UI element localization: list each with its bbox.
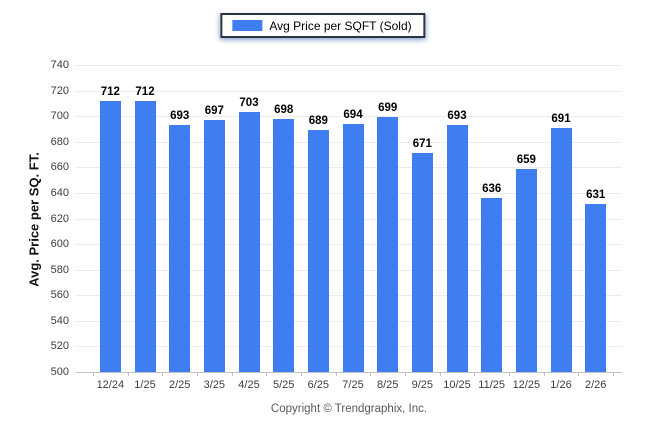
bar[interactable]: [99, 100, 121, 372]
y-tick-label: 560: [50, 289, 69, 302]
y-tick-label: 680: [50, 135, 69, 148]
x-tick-label: 6/25: [307, 379, 330, 391]
x-axis-tick: [127, 372, 129, 376]
bar-value-label: 712: [135, 85, 155, 98]
x-axis-tick: [474, 372, 476, 376]
x-axis-tick: [578, 372, 580, 376]
y-tick-label: 520: [50, 340, 69, 353]
x-tick-label: 5/25: [272, 379, 295, 391]
bar[interactable]: [169, 125, 191, 372]
bar[interactable]: [550, 127, 572, 372]
bar-value-label: 693: [447, 110, 467, 123]
x-tick-label: 4/25: [238, 379, 260, 391]
y-tick-label: 640: [50, 186, 69, 199]
x-axis-tick: [509, 372, 510, 376]
bar[interactable]: [585, 204, 607, 372]
x-axis-tick: [162, 372, 164, 376]
gridline: [76, 90, 622, 92]
y-tick-label: 580: [50, 263, 69, 276]
bar[interactable]: [446, 125, 468, 372]
x-axis-tick: [370, 372, 372, 376]
x-axis-tick: [613, 372, 614, 376]
y-tick-label: 500: [50, 366, 69, 378]
x-tick-label: 12/25: [512, 379, 541, 391]
x-tick-label: 10/25: [443, 379, 471, 391]
x-axis-tick: [266, 372, 268, 376]
bar[interactable]: [377, 117, 399, 372]
x-tick-label: 9/25: [411, 379, 434, 391]
bar-value-label: 698: [274, 103, 294, 116]
x-tick-label: 12/24: [96, 379, 125, 391]
x-tick-label: 1/25: [134, 379, 156, 391]
plot-area: 500 520 540 560 580 600 620 640 660 680 700 720 740 7…: [51, 59, 622, 391]
bar[interactable]: [515, 168, 537, 372]
bar-value-label: 689: [308, 115, 328, 128]
x-tick-label: 2/26: [584, 379, 607, 391]
bar[interactable]: [307, 130, 329, 372]
x-tick-label: 2/25: [168, 379, 191, 391]
bar-value-label: 697: [204, 105, 224, 118]
bar[interactable]: [342, 123, 364, 372]
x-axis-tick: [301, 372, 302, 376]
y-axis-title: Avg. Price per SQ. FT.: [26, 152, 42, 287]
x-axis-tick: [335, 372, 337, 376]
bar[interactable]: [273, 118, 295, 372]
x-tick-label: 11/25: [478, 379, 506, 391]
bar-value-label: 693: [170, 110, 190, 123]
bar[interactable]: [134, 100, 156, 372]
y-tick-label: 720: [50, 84, 69, 97]
x-tick-label: 7/25: [342, 379, 364, 391]
bar-value-label: 631: [586, 189, 606, 202]
bar[interactable]: [411, 153, 433, 372]
x-tick-label: 8/25: [376, 379, 399, 391]
legend-label: Avg Price per SQFT (Sold): [269, 18, 412, 33]
x-axis-line: [76, 372, 622, 373]
y-tick-label: 540: [50, 314, 69, 327]
x-axis-tick: [93, 372, 94, 376]
legend[interactable]: Avg Price per SQFT (Sold): [220, 13, 426, 38]
y-tick-label: 600: [50, 238, 69, 251]
x-axis-tick: [543, 372, 545, 376]
y-tick-label: 700: [50, 110, 69, 123]
bar-value-label: 691: [551, 112, 571, 125]
gridline: [76, 116, 622, 118]
y-tick-label: 740: [50, 59, 69, 71]
gridline: [76, 65, 622, 66]
x-tick-label: 1/26: [550, 379, 572, 391]
x-axis-tick: [439, 372, 441, 376]
bar[interactable]: [203, 120, 225, 372]
bar-value-label: 671: [412, 138, 432, 151]
copyright-text: Copyright © Trendgraphix, Inc.: [270, 403, 428, 415]
bar-value-label: 712: [100, 85, 120, 98]
bar-value-label: 699: [378, 102, 398, 115]
x-axis-tick: [231, 372, 233, 376]
bar-value-label: 694: [343, 108, 363, 121]
y-tick-label: 660: [50, 161, 69, 174]
y-tick-label: 620: [50, 212, 69, 225]
bar[interactable]: [481, 198, 503, 372]
bar-value-label: 703: [239, 97, 259, 110]
x-tick-label: 3/25: [203, 379, 226, 391]
x-axis-tick: [197, 372, 198, 376]
legend-swatch-icon: [232, 20, 263, 31]
bar[interactable]: [238, 112, 260, 372]
bar-value-label: 659: [516, 153, 536, 166]
x-axis-tick: [405, 372, 406, 376]
bar-value-label: 636: [482, 183, 502, 196]
